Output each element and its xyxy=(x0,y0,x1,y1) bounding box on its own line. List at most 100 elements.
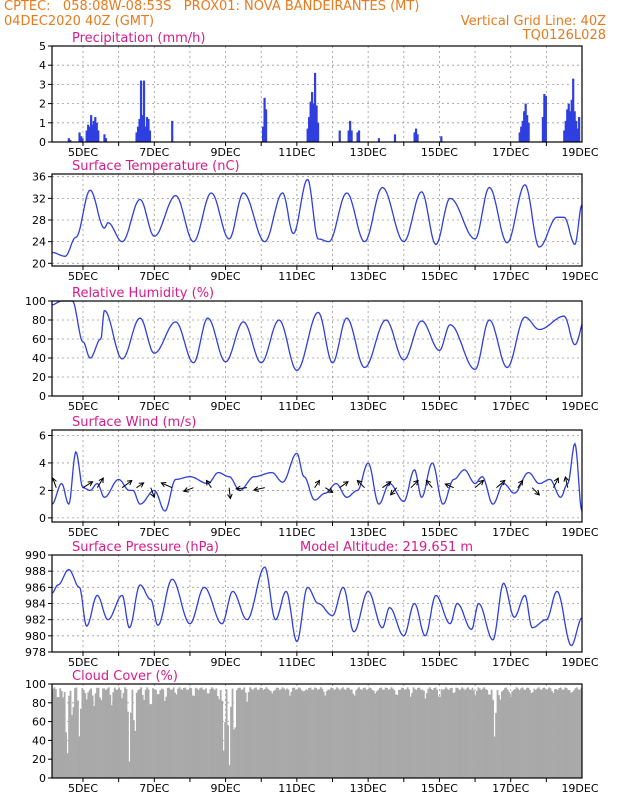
cloud-bar xyxy=(190,688,193,778)
precip-bar xyxy=(142,80,146,142)
precip-bar xyxy=(67,138,70,142)
precip-bar xyxy=(573,111,576,142)
cloud-bar xyxy=(374,693,377,778)
cloud-bar xyxy=(380,687,383,778)
x-tick-label: 9DEC xyxy=(211,526,241,539)
wind-vector-head xyxy=(87,481,94,487)
cloud-bar xyxy=(353,695,356,778)
cloud-bar xyxy=(322,691,325,778)
cloud-bar xyxy=(249,687,252,778)
precip-bar xyxy=(567,103,570,142)
header-station: CPTEC: 058:08W-08:53S PROX01: NOVA BANDE… xyxy=(4,0,420,14)
cloud-bar xyxy=(570,692,572,778)
cloud-bar xyxy=(427,688,430,778)
x-tick-label: 5DEC xyxy=(68,526,98,539)
cloud-bar xyxy=(253,688,256,778)
x-tick-label: 9DEC xyxy=(211,782,241,795)
precip-bar xyxy=(576,128,579,142)
cloud-bar xyxy=(495,712,497,778)
cloud-bar xyxy=(418,687,421,778)
precip-bar xyxy=(316,122,320,142)
x-tick-label: 9DEC xyxy=(211,270,241,283)
cloud-bar xyxy=(542,687,545,778)
panel-frame xyxy=(51,429,583,523)
cloud-bar xyxy=(193,695,196,778)
precip-bar xyxy=(440,136,443,142)
cloud-bar xyxy=(433,688,436,778)
cloud-bar xyxy=(455,687,458,778)
panel-2: Surface Temperature (nC) 20 24 28 32 36 5DEC 7D… xyxy=(32,159,599,283)
cloud-bar xyxy=(146,687,148,778)
y-tick-label: 80 xyxy=(32,314,46,327)
cloud-bar xyxy=(324,695,327,778)
cloud-bar xyxy=(361,689,363,778)
cloud-bar xyxy=(562,689,565,778)
precip-bar xyxy=(262,126,265,142)
cloud-bar xyxy=(200,687,203,778)
cloud-bar xyxy=(356,688,359,778)
cloud-bar xyxy=(483,687,486,778)
y-tick-label: 980 xyxy=(25,630,46,643)
cloud-bar xyxy=(234,727,237,778)
cloud-bar xyxy=(293,687,296,778)
precip-bar xyxy=(578,117,581,142)
x-tick-label: 13DEC xyxy=(350,656,387,669)
x-tick-label: 17DEC xyxy=(492,146,529,159)
cloud-bar xyxy=(212,688,215,778)
cloud-bar xyxy=(573,690,575,778)
cloud-bar xyxy=(302,691,305,778)
cloud-bar xyxy=(425,693,428,778)
cloud-bar xyxy=(54,689,57,778)
y-tick-label: 20 xyxy=(32,371,46,384)
x-tick-label: 13DEC xyxy=(350,782,387,795)
cloud-bar xyxy=(266,688,269,778)
precip-bar xyxy=(526,115,529,142)
cloud-bar xyxy=(556,690,559,778)
cloud-bar xyxy=(215,688,218,778)
cloud-bar xyxy=(78,736,81,778)
x-tick-label: 19DEC xyxy=(561,526,598,539)
cloud-bar xyxy=(209,689,212,778)
cloud-bar xyxy=(222,750,225,778)
cloud-bar xyxy=(372,690,375,778)
cloud-bar xyxy=(370,688,372,778)
cloud-bar xyxy=(156,694,159,778)
cloud-bar xyxy=(393,690,396,778)
cloud-bar xyxy=(231,688,234,778)
panel-title: Surface Temperature (nC) xyxy=(72,159,240,174)
cloud-bar xyxy=(261,688,263,778)
cloud-bar xyxy=(537,687,540,778)
cloud-bar xyxy=(458,689,461,778)
cloud-bar xyxy=(371,690,374,778)
x-tick-label: 11DEC xyxy=(278,400,315,413)
cloud-bar xyxy=(381,689,384,778)
cloud-bar xyxy=(481,688,484,778)
cloud-bar xyxy=(514,689,517,778)
precip-bar xyxy=(575,120,578,142)
precip-bar xyxy=(520,126,523,142)
wind-vector xyxy=(136,482,144,489)
cloud-bar xyxy=(299,688,302,778)
cloud-bar xyxy=(134,731,137,778)
cloud-bar xyxy=(527,687,530,778)
wind-vector xyxy=(96,477,104,488)
y-tick-label: 1 xyxy=(39,117,46,130)
cloud-bar xyxy=(149,704,151,778)
cloud-bar xyxy=(177,688,179,778)
precip-bar xyxy=(138,118,141,142)
wind-vector xyxy=(390,487,398,496)
wind-vector xyxy=(517,480,524,488)
wind-vector xyxy=(236,487,248,490)
cloud-bar xyxy=(468,689,471,778)
cloud-bar xyxy=(79,708,82,778)
wind-vector xyxy=(206,480,212,488)
cloud-bar xyxy=(480,690,483,778)
cloud-bar xyxy=(166,687,169,778)
cloud-bar xyxy=(82,689,85,778)
series-line xyxy=(51,442,583,512)
cloud-bar xyxy=(411,692,413,778)
cloud-bar xyxy=(328,689,331,778)
x-tick-label: 11DEC xyxy=(278,526,315,539)
x-tick-label: 19DEC xyxy=(561,400,598,413)
